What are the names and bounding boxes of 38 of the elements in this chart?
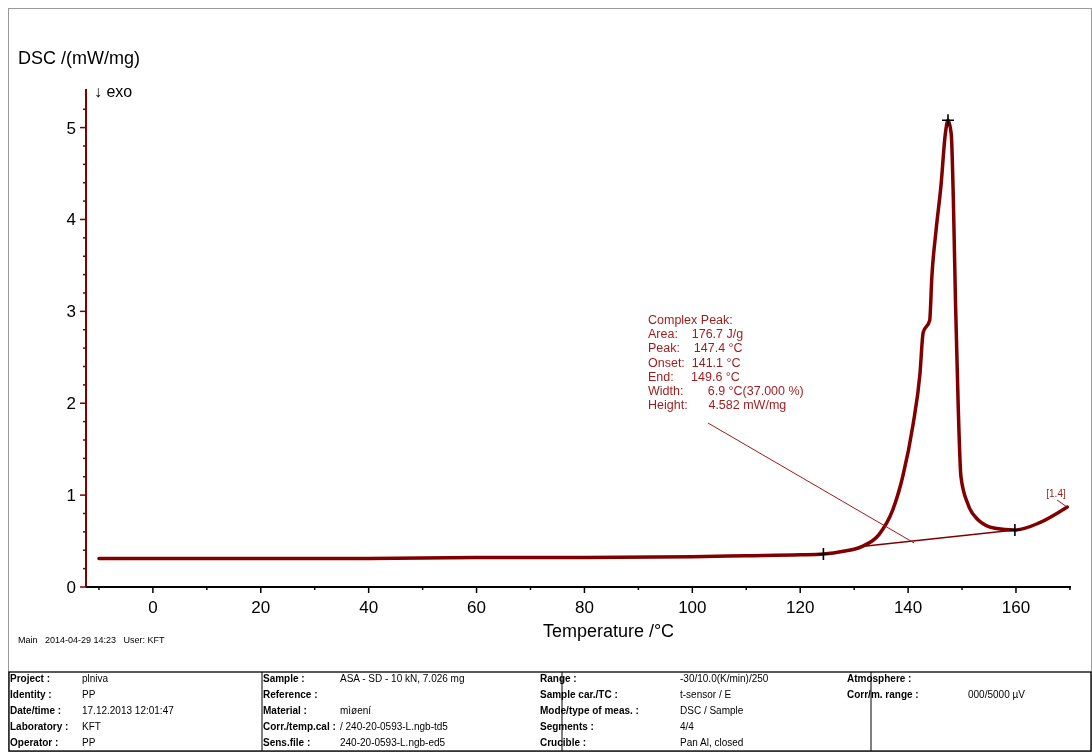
x-tick-label: 100: [678, 598, 707, 617]
y-tick-label: 2: [66, 394, 76, 414]
annotation: ↓ exo: [94, 83, 133, 100]
x-tick-label: 20: [251, 598, 271, 617]
text: Project : plniva: [10, 673, 109, 684]
text: Material : mìøení: [263, 705, 372, 716]
x-tick-label: 80: [574, 598, 594, 617]
x-tick-label: 140: [893, 598, 923, 617]
y-tick-label: 3: [66, 302, 76, 322]
x-tick-label: 160: [1001, 598, 1031, 617]
x-tick-label: 120: [786, 598, 815, 617]
text: Sample car./TC : t-sensor / E: [540, 689, 732, 700]
annotation: Complex Peak: Area: 176.7 J/g Peak: 147.4 °C Onset: 141.1 °C End: 149.6 °C Width: 6.9 °C(37.000 %) Height: 4.582 mW/mg: [648, 313, 804, 413]
text: Operator : PP: [10, 737, 96, 748]
text: Range : -30/10.0(K/min)/250: [540, 673, 769, 684]
text: Sens.file : 240-20-0593-L.ngb-ed5: [263, 737, 446, 748]
text: Corr/m. range : 000/5000 µV: [847, 689, 1025, 700]
y-tick-label: 5: [66, 118, 76, 138]
text: Segments : 4/4: [540, 721, 694, 732]
annotation: [1.4]: [1046, 488, 1066, 499]
text: Main 2014-04-29 14:23 User: KFT: [18, 635, 166, 645]
x-tick-label: 40: [359, 598, 379, 617]
y-tick-label: 4: [66, 210, 76, 230]
x-axis-title: Temperature /°C: [542, 621, 675, 641]
text: Reference :: [263, 689, 318, 700]
text: Identity : PP: [10, 689, 96, 700]
text: Crucible : Pan Al, closed: [540, 737, 744, 748]
text: Laboratory : KFT: [10, 721, 101, 732]
text: Date/time : 17.12.2013 12:01:47: [10, 705, 174, 716]
text: Atmosphere :: [847, 673, 912, 684]
x-tick-label: 60: [467, 598, 487, 617]
text: Mode/type of meas. : DSC / Sample: [540, 705, 744, 716]
y-tick-label: 1: [66, 486, 76, 506]
x-tick-label: 0: [148, 598, 158, 617]
y-axis-title: DSC /(mW/mg): [18, 48, 140, 68]
text: Sample : ASA - SD - 10 kN, 7.026 mg: [263, 673, 465, 684]
text: Corr./temp.cal : / 240-20-0593-L.ngb-td5: [263, 721, 449, 732]
y-tick-label: 0: [66, 578, 76, 597]
